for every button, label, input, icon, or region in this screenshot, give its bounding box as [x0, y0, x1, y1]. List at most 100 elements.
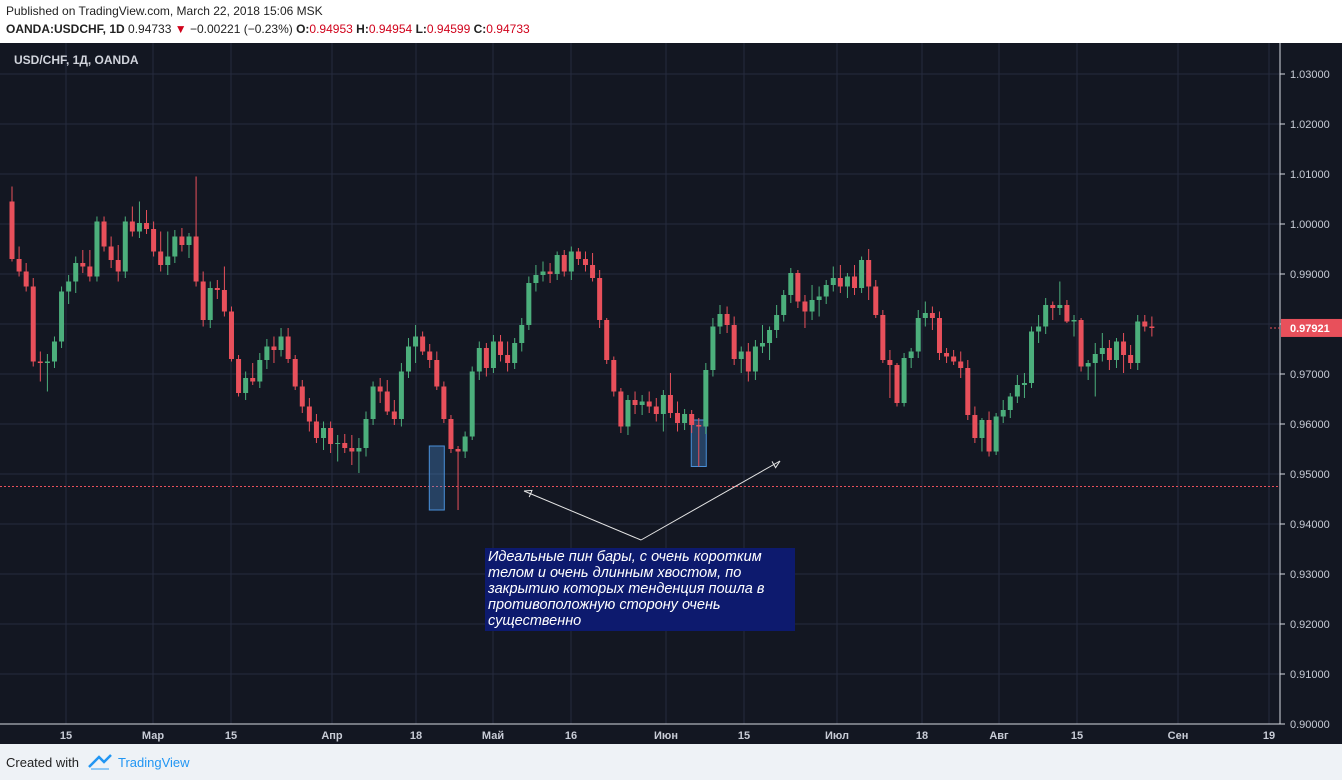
candle-body [724, 314, 730, 325]
symbol-label: OANDA:USDCHF, 1D [6, 22, 125, 36]
candles [9, 176, 1155, 510]
candle-body [512, 343, 518, 363]
candle-body [745, 351, 751, 372]
x-tick-label: Мар [142, 730, 164, 742]
candle-body [1007, 396, 1013, 410]
candle-body [122, 221, 128, 272]
candle-body [349, 448, 355, 452]
y-tick-label: 0.92000 [1290, 619, 1330, 631]
candle-body [788, 273, 794, 295]
candle-body [944, 353, 950, 357]
last-price-tag: 0.97921 [1270, 318, 1342, 337]
y-tick-label: 0.90000 [1290, 719, 1330, 731]
candle-body [23, 271, 29, 287]
candle-body [901, 358, 907, 403]
candle-body [979, 420, 985, 438]
candle-body [165, 256, 171, 265]
candle-body [1029, 331, 1035, 383]
price-change: −0.00221 (−0.23%) [189, 22, 293, 36]
y-tick-label: 0.97000 [1290, 369, 1330, 381]
tradingview-brand-link[interactable]: TradingView [118, 755, 190, 770]
y-tick-label: 1.00000 [1290, 219, 1330, 231]
low-label: L: [415, 22, 427, 36]
candle-body [136, 223, 142, 232]
candle-body [1085, 363, 1091, 367]
candle-body [561, 255, 567, 272]
candle-body [526, 283, 532, 325]
candle-body [214, 288, 220, 290]
candle-body [236, 359, 242, 393]
candle-body [774, 315, 780, 330]
candle-body [441, 386, 447, 419]
candle-body [958, 361, 964, 368]
candle-body [144, 223, 150, 229]
x-tick-label: Июн [654, 730, 678, 742]
y-tick-label: 0.95000 [1290, 469, 1330, 481]
candle-body [554, 255, 560, 274]
annotation-arrow-head [771, 460, 781, 469]
candle-body [809, 300, 815, 312]
candle-body [533, 275, 539, 283]
candle-body [689, 414, 695, 425]
candle-body [951, 356, 957, 362]
candle-body [519, 325, 525, 343]
high-value: 0.94954 [368, 22, 413, 36]
candle-body [427, 351, 433, 360]
candle-body [802, 301, 808, 312]
candle-body [483, 348, 489, 368]
candle-body [44, 361, 50, 363]
candle-body [682, 414, 688, 423]
candle-body [1135, 321, 1141, 363]
candle-body [1064, 305, 1070, 322]
candle-body [972, 415, 978, 438]
candle-body [313, 421, 319, 438]
candle-body [243, 378, 249, 393]
candle-body [830, 278, 836, 285]
candle-body [94, 221, 100, 277]
candle-body [1021, 383, 1027, 385]
candle-body [696, 425, 702, 427]
annotation-arrow-head [523, 489, 533, 498]
candle-body [1142, 321, 1148, 327]
x-tick-label: Май [482, 730, 504, 742]
candle-body [866, 260, 872, 287]
candle-body [852, 276, 858, 288]
candle-body [823, 285, 829, 297]
close-label: C: [473, 22, 487, 36]
chart-title: USD/CHF, 1Д, OANDA [14, 53, 139, 67]
candle-body [653, 406, 659, 414]
candle-body [476, 348, 482, 372]
time-axis-labels[interactable]: 15 Мар 15 Апр 18 Май 16 Июн 15 Июл 18 Авг 15 Сен 19 [60, 730, 1275, 742]
candle-body [639, 401, 645, 405]
candle-body [703, 370, 709, 427]
candle-body [1128, 355, 1134, 363]
price-axis[interactable] [1280, 43, 1342, 744]
candle-body [462, 436, 468, 452]
candle-body [908, 351, 914, 358]
candle-body [873, 286, 879, 315]
candle-body [370, 386, 376, 419]
candlestick-chart[interactable]: 1.030001.020001.010001.000000.990000.980… [0, 43, 1342, 744]
candle-body [335, 443, 341, 444]
candle-body [1099, 348, 1105, 354]
chart-background [0, 43, 1342, 744]
candle-body [299, 386, 305, 407]
pin-bar-highlight [428, 445, 445, 511]
candle-body [434, 360, 440, 387]
candle-body [505, 355, 511, 363]
x-tick-label: 15 [1071, 730, 1083, 742]
candle-body [37, 361, 43, 363]
candle-body [738, 351, 744, 359]
candle-body [568, 251, 574, 272]
candle-body [1014, 385, 1020, 397]
candle-body [377, 386, 383, 392]
y-tick-label: 0.91000 [1290, 669, 1330, 681]
x-tick-label: 18 [916, 730, 928, 742]
candle-body [30, 286, 36, 362]
y-tick-label: 0.96000 [1290, 419, 1330, 431]
candle-body [172, 236, 178, 257]
candle-body [108, 246, 114, 260]
candle-body [405, 346, 411, 372]
annotation-arrows [523, 460, 781, 541]
candle-body [597, 278, 603, 320]
